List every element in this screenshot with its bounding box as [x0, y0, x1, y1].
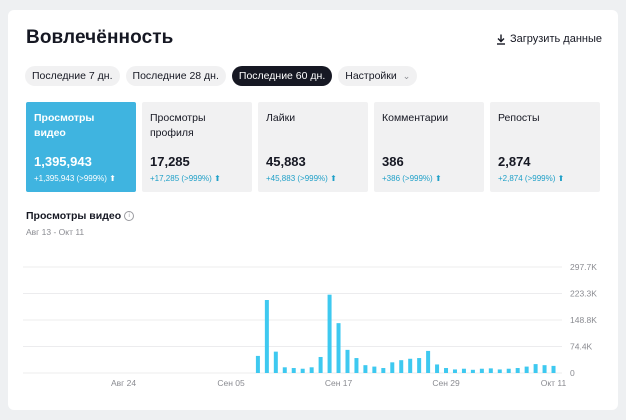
- x-tick-label: Сен 29: [432, 378, 460, 388]
- metrics-row: Просмотры видео 1,395,943 +1,395,943 (>9…: [26, 102, 600, 192]
- x-tick-label: Окт 11: [541, 378, 567, 388]
- chart-title: Просмотры видео i: [26, 210, 135, 222]
- x-tick-label: Сен 05: [217, 378, 245, 388]
- chart-bar[interactable]: [372, 366, 377, 373]
- metric-delta: +1,395,943 (>999%) ⬆: [34, 174, 116, 183]
- arrow-up-icon: ⬆: [214, 174, 221, 183]
- metric-delta: +2,874 (>999%) ⬆: [498, 174, 565, 183]
- chart-bar[interactable]: [444, 368, 449, 373]
- chart-bar[interactable]: [533, 364, 538, 373]
- chart-bar[interactable]: [515, 368, 520, 373]
- chart-bar[interactable]: [470, 369, 475, 373]
- chart-bar[interactable]: [551, 365, 556, 373]
- chevron-down-icon: ⌄: [402, 71, 411, 81]
- chart-bar[interactable]: [336, 323, 341, 373]
- chart-bar[interactable]: [497, 369, 502, 373]
- period-7-days-button[interactable]: Последние 7 дн.: [25, 66, 120, 86]
- settings-label: Настройки: [345, 70, 397, 82]
- download-data-label: Загрузить данные: [510, 33, 602, 45]
- metric-likes[interactable]: Лайки 45,883 +45,883 (>999%) ⬆: [258, 102, 368, 192]
- page-title: Вовлечённость: [26, 27, 174, 48]
- download-data-button[interactable]: Загрузить данные: [496, 33, 602, 45]
- download-icon: [496, 34, 506, 45]
- chart-bar[interactable]: [282, 367, 287, 373]
- engagement-card: Вовлечённость Загрузить данные Последние…: [8, 10, 618, 410]
- chart-bar[interactable]: [255, 355, 260, 373]
- chart-bar[interactable]: [426, 350, 431, 373]
- video-views-chart: 297.7K 223.3K 148.8K 74.4K 0 Авг 24 Сен 05 Сен …: [23, 262, 597, 388]
- y-tick-label: 223.3K: [570, 289, 597, 299]
- x-tick-label: Авг 24: [111, 378, 136, 388]
- arrow-up-icon: ⬆: [557, 174, 565, 183]
- metric-shares[interactable]: Репосты 2,874 +2,874 (>999%) ⬆: [490, 102, 600, 192]
- arrow-up-icon: ⬆: [109, 174, 116, 183]
- chart-date-range: Авг 13 - Окт 11: [26, 227, 85, 237]
- chart-bar[interactable]: [390, 362, 395, 373]
- period-filter: Последние 7 дн. Последние 28 дн. Последн…: [25, 66, 418, 86]
- metric-delta: +45,883 (>999%) ⬆: [266, 174, 337, 183]
- metric-video-views[interactable]: Просмотры видео 1,395,943 +1,395,943 (>9…: [26, 102, 136, 192]
- metric-value: 2,874: [498, 154, 531, 169]
- chart-bar[interactable]: [417, 358, 422, 373]
- chart-bar[interactable]: [542, 365, 547, 373]
- chart-bar[interactable]: [524, 366, 529, 373]
- chart-bar[interactable]: [506, 368, 511, 373]
- chart-bar[interactable]: [318, 356, 323, 373]
- arrow-up-icon: ⬆: [330, 174, 337, 183]
- x-tick-label: Сен 17: [325, 378, 353, 388]
- y-tick-label: 74.4K: [570, 342, 593, 352]
- chart-bar[interactable]: [399, 360, 404, 373]
- metric-delta: +386 (>999%) ⬆: [382, 174, 442, 183]
- chart-bar[interactable]: [273, 351, 278, 373]
- chart-bar[interactable]: [300, 368, 305, 373]
- metric-value: 17,285: [150, 154, 190, 169]
- chart-bar[interactable]: [309, 367, 314, 373]
- chart-bar[interactable]: [479, 368, 484, 373]
- metric-value: 45,883: [266, 154, 306, 169]
- metric-label: Просмотры видео: [34, 112, 95, 139]
- chart-bar[interactable]: [345, 349, 350, 373]
- metric-label: Комментарии: [382, 112, 449, 124]
- chart-bar[interactable]: [264, 300, 269, 373]
- chart-bar[interactable]: [488, 368, 493, 373]
- info-icon[interactable]: i: [124, 211, 135, 221]
- chart-bar[interactable]: [354, 358, 359, 373]
- metric-comments[interactable]: Комментарии 386 +386 (>999%) ⬆: [374, 102, 484, 192]
- period-60-days-button[interactable]: Последние 60 дн.: [231, 66, 333, 86]
- chart-bar[interactable]: [363, 365, 368, 373]
- chart-bar[interactable]: [291, 368, 296, 373]
- y-tick-label: 297.7K: [570, 262, 597, 272]
- y-tick-label: 148.8K: [570, 315, 597, 325]
- metric-value: 386: [382, 154, 404, 169]
- metric-profile-views[interactable]: Просмотры профиля 17,285 +17,285 (>999%)…: [142, 102, 252, 192]
- metric-value: 1,395,943: [34, 154, 92, 169]
- metric-delta: +17,285 (>999%) ⬆: [150, 174, 221, 183]
- metric-label: Лайки: [266, 112, 296, 124]
- chart-bar[interactable]: [452, 369, 457, 373]
- chart-bar[interactable]: [381, 368, 386, 373]
- chart-bar[interactable]: [327, 294, 332, 373]
- chart-bar[interactable]: [435, 364, 440, 373]
- period-28-days-button[interactable]: Последние 28 дн.: [125, 66, 226, 86]
- arrow-up-icon: ⬆: [434, 174, 442, 183]
- chart-bar[interactable]: [408, 358, 413, 373]
- settings-dropdown[interactable]: Настройки ⌄: [338, 66, 418, 86]
- metric-label: Просмотры профиля: [150, 112, 206, 139]
- metric-label: Репосты: [498, 112, 540, 124]
- chart-bar[interactable]: [461, 368, 466, 373]
- y-tick-label: 0: [570, 368, 575, 378]
